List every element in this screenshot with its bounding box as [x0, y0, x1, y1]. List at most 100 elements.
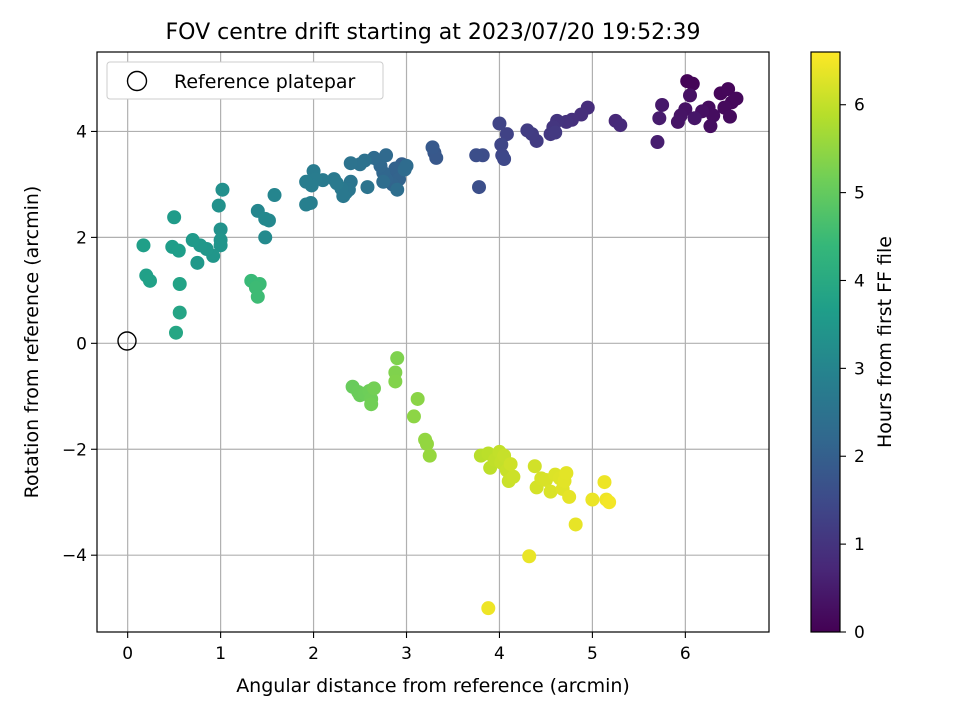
- data-point: [703, 119, 718, 134]
- colorbar-tick-label: 4: [854, 271, 865, 291]
- data-point: [136, 238, 151, 253]
- data-point: [215, 182, 230, 197]
- data-point: [299, 174, 314, 189]
- plot-background: [97, 52, 769, 632]
- data-point: [360, 180, 375, 195]
- data-point: [364, 397, 379, 412]
- data-point: [655, 97, 670, 112]
- y-axis-label: Rotation from reference (arcmin): [21, 186, 43, 499]
- data-point: [469, 148, 484, 163]
- data-point: [261, 213, 276, 228]
- data-point: [390, 351, 405, 366]
- data-point: [585, 492, 600, 507]
- data-point: [506, 469, 521, 484]
- chart-title: FOV centre drift starting at 2023/07/20 …: [166, 20, 701, 45]
- data-point: [169, 325, 184, 340]
- data-point: [172, 277, 187, 291]
- data-point: [167, 210, 182, 225]
- data-point: [185, 233, 200, 248]
- data-point: [543, 484, 558, 499]
- data-point: [721, 82, 736, 97]
- colorbar-tick-label: 1: [854, 535, 865, 555]
- data-point: [410, 391, 425, 406]
- y-tick-label: 0: [76, 334, 87, 354]
- x-tick-label: 1: [215, 644, 226, 664]
- x-axis-label: Angular distance from reference (arcmin): [236, 675, 630, 697]
- x-tick-label: 2: [308, 644, 319, 664]
- data-point: [472, 180, 487, 195]
- legend-marker-open-circle: [126, 70, 148, 92]
- data-point: [685, 76, 700, 91]
- data-point: [597, 475, 612, 490]
- y-tick-label: 2: [76, 228, 87, 248]
- data-point: [329, 176, 344, 191]
- data-point: [425, 140, 440, 155]
- data-point: [336, 189, 351, 204]
- data-point: [213, 238, 228, 253]
- data-point: [602, 495, 617, 510]
- data-point: [492, 116, 507, 131]
- data-point: [522, 549, 537, 564]
- data-point: [419, 436, 434, 451]
- data-point: [568, 517, 583, 532]
- data-point: [379, 148, 394, 163]
- colorbar-tick-label: 5: [854, 184, 865, 204]
- legend: Reference platepar: [106, 61, 384, 100]
- colorbar-tick-label: 3: [854, 359, 865, 379]
- data-point: [682, 88, 697, 103]
- data-point: [722, 109, 737, 124]
- data-point: [652, 111, 667, 126]
- data-point: [406, 409, 421, 424]
- y-tick-label: 4: [76, 122, 87, 142]
- colorbar-tick-label: 2: [854, 447, 865, 467]
- y-tick-label: −2: [62, 440, 87, 460]
- data-point: [171, 243, 186, 258]
- reference-platepar-marker: [117, 331, 137, 351]
- data-point: [687, 111, 702, 126]
- data-point: [429, 150, 444, 165]
- data-point: [503, 457, 518, 472]
- data-point: [670, 114, 685, 129]
- data-point: [343, 156, 358, 171]
- data-point: [520, 123, 535, 138]
- y-axis-ticks: −4 −2 0 2 4: [62, 122, 97, 566]
- x-tick-label: 3: [401, 644, 412, 664]
- plot-frame: [96, 51, 770, 633]
- grid: [97, 52, 769, 632]
- data-point: [388, 374, 403, 389]
- data-point: [494, 137, 509, 152]
- colorbar-label: Hours from first FF file: [874, 236, 896, 448]
- data-point: [650, 135, 665, 150]
- data-point: [190, 255, 205, 270]
- data-point: [422, 448, 437, 463]
- data-point: [366, 381, 381, 396]
- colorbar-ticks: 0 1 2 3 4 5 6: [840, 96, 865, 643]
- data-point: [258, 230, 273, 245]
- x-tick-label: 4: [494, 644, 505, 664]
- data-point: [399, 158, 414, 173]
- x-axis-ticks: 0 1 2 3 4 5 6: [122, 632, 691, 664]
- data-point: [613, 118, 628, 133]
- data-point: [706, 108, 721, 123]
- colorbar-tick-label: 0: [854, 623, 865, 643]
- data-point: [481, 601, 496, 616]
- data-point: [548, 125, 563, 140]
- plot-area: 0 1 2 3 4 5 6 −4 −2 0 2 4: [62, 51, 770, 664]
- data-point: [497, 151, 512, 166]
- data-point: [376, 174, 391, 189]
- data-point: [250, 289, 265, 304]
- y-tick-label: −4: [62, 546, 87, 566]
- legend-label: Reference platepar: [174, 71, 356, 93]
- x-tick-label: 0: [122, 644, 133, 664]
- data-point: [527, 459, 542, 474]
- data-point: [267, 188, 282, 203]
- data-point: [499, 127, 514, 142]
- data-point: [559, 466, 574, 481]
- data-point: [172, 305, 187, 320]
- legend-box: [106, 61, 384, 100]
- data-point: [299, 197, 314, 212]
- data-point: [390, 182, 405, 197]
- data-point: [562, 489, 577, 504]
- data-point: [142, 273, 157, 288]
